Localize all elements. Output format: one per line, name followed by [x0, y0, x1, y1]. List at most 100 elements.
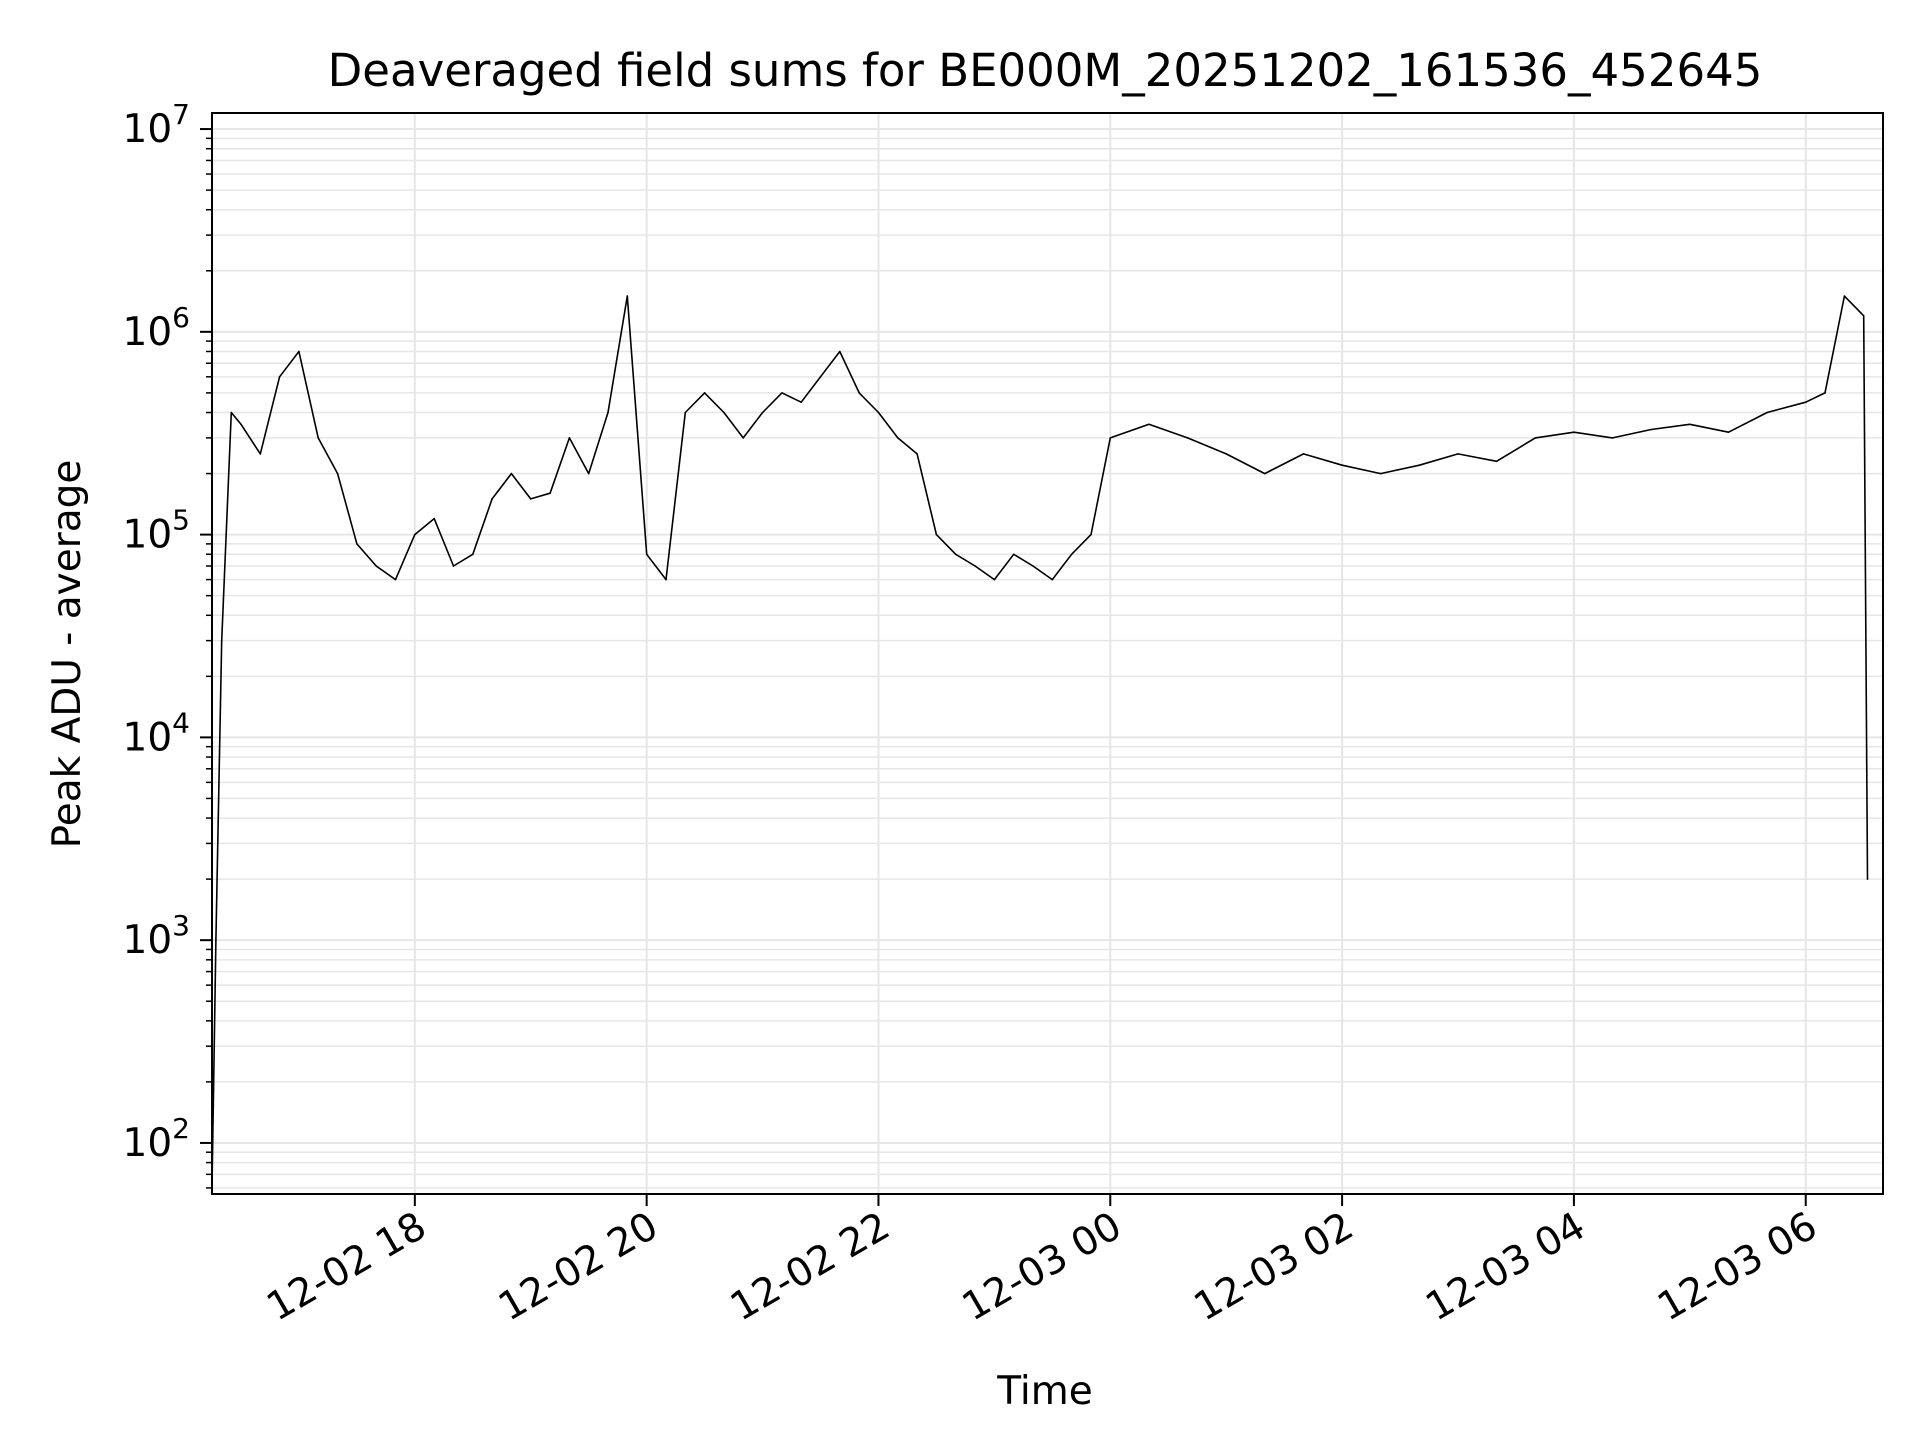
data-point	[993, 578, 996, 581]
series-line-1	[211, 295, 1869, 1188]
data-point	[684, 411, 687, 414]
chart-title: Deaveraged field sums for BE000M_2025120…	[328, 44, 1763, 97]
y-tick-label-base: 10	[123, 715, 173, 760]
data-point	[220, 639, 223, 642]
data-point	[549, 492, 551, 495]
data-point	[491, 498, 493, 500]
data-point	[974, 565, 976, 567]
data-point	[1225, 453, 1227, 455]
data-point	[356, 543, 358, 545]
data-point	[587, 472, 590, 475]
data-point	[723, 411, 725, 414]
y-tick-label: 104	[123, 706, 190, 760]
data-point	[1379, 472, 1382, 475]
data-point	[1573, 431, 1575, 434]
data-point	[781, 392, 783, 394]
data-point	[877, 411, 880, 414]
data-point	[626, 295, 629, 297]
data-point	[1727, 431, 1730, 434]
y-tick-label: 106	[123, 301, 190, 355]
y-tick-label-exponent: 5	[172, 504, 190, 537]
data-point	[1534, 437, 1537, 439]
data-point	[433, 517, 436, 520]
y-tick-label: 107	[123, 98, 190, 152]
data-series	[211, 295, 1869, 1189]
data-point	[935, 533, 938, 536]
data-point	[1302, 453, 1305, 455]
data-point	[1766, 411, 1768, 414]
data-point	[336, 472, 339, 475]
data-point	[1866, 878, 1869, 880]
data-point	[1341, 464, 1343, 467]
y-tick-label-base: 10	[123, 1121, 173, 1166]
y-tick-label-exponent: 3	[172, 909, 190, 942]
data-point	[1824, 392, 1826, 394]
y-tick-label: 102	[123, 1112, 190, 1166]
x-axis-label: Time	[996, 1369, 1092, 1414]
data-point	[375, 565, 378, 567]
data-point	[1457, 453, 1459, 455]
data-point	[703, 392, 706, 394]
data-point	[1264, 472, 1266, 475]
data-point	[607, 411, 609, 414]
data-point	[800, 401, 802, 404]
data-point	[1012, 553, 1015, 556]
data-point	[452, 565, 455, 567]
data-point	[1418, 464, 1421, 467]
data-point	[1032, 565, 1034, 567]
data-point	[742, 437, 744, 439]
plot-frame	[211, 112, 1884, 1195]
data-point	[568, 437, 571, 439]
data-point	[215, 939, 217, 941]
data-point	[510, 472, 513, 475]
data-point	[529, 498, 532, 500]
data-point	[858, 392, 860, 394]
data-point	[1843, 295, 1846, 297]
y-tick-label-base: 10	[123, 513, 173, 558]
y-tick-label-base: 10	[123, 107, 173, 152]
data-point	[414, 533, 416, 536]
data-point	[1090, 533, 1092, 536]
data-point	[1070, 553, 1073, 556]
data-point	[278, 376, 281, 378]
data-point	[1186, 437, 1189, 439]
y-tick-label-base: 10	[123, 310, 173, 355]
y-tick-label-exponent: 4	[172, 706, 190, 739]
data-point	[1804, 401, 1807, 404]
data-point	[819, 376, 822, 378]
data-point	[665, 578, 667, 581]
y-tick-label-exponent: 6	[172, 301, 190, 334]
data-point	[645, 553, 648, 556]
data-point	[761, 411, 764, 414]
data-point	[1650, 428, 1652, 431]
y-tick-label: 105	[123, 504, 190, 558]
data-point	[1611, 437, 1614, 439]
data-point	[1148, 423, 1150, 426]
data-point	[916, 453, 918, 455]
data-point	[394, 578, 397, 581]
data-point	[317, 437, 320, 439]
data-point	[1495, 460, 1498, 463]
y-tick-label: 103	[123, 909, 190, 963]
data-point	[472, 553, 474, 556]
data-point	[897, 437, 899, 439]
data-point	[1109, 437, 1112, 439]
data-point	[1689, 423, 1691, 426]
data-point	[230, 411, 233, 414]
data-point	[240, 423, 242, 426]
data-point	[298, 350, 300, 353]
y-axis-label: Peak ADU - average	[45, 460, 90, 849]
data-point	[954, 553, 957, 556]
data-point	[1862, 315, 1865, 317]
grid	[212, 113, 1883, 1194]
data-point	[839, 350, 841, 353]
data-point	[259, 453, 262, 455]
y-tick-label-base: 10	[123, 918, 173, 963]
data-point	[1051, 578, 1054, 581]
y-tick-label-exponent: 7	[172, 98, 190, 131]
y-tick-label-exponent: 2	[172, 1112, 190, 1145]
